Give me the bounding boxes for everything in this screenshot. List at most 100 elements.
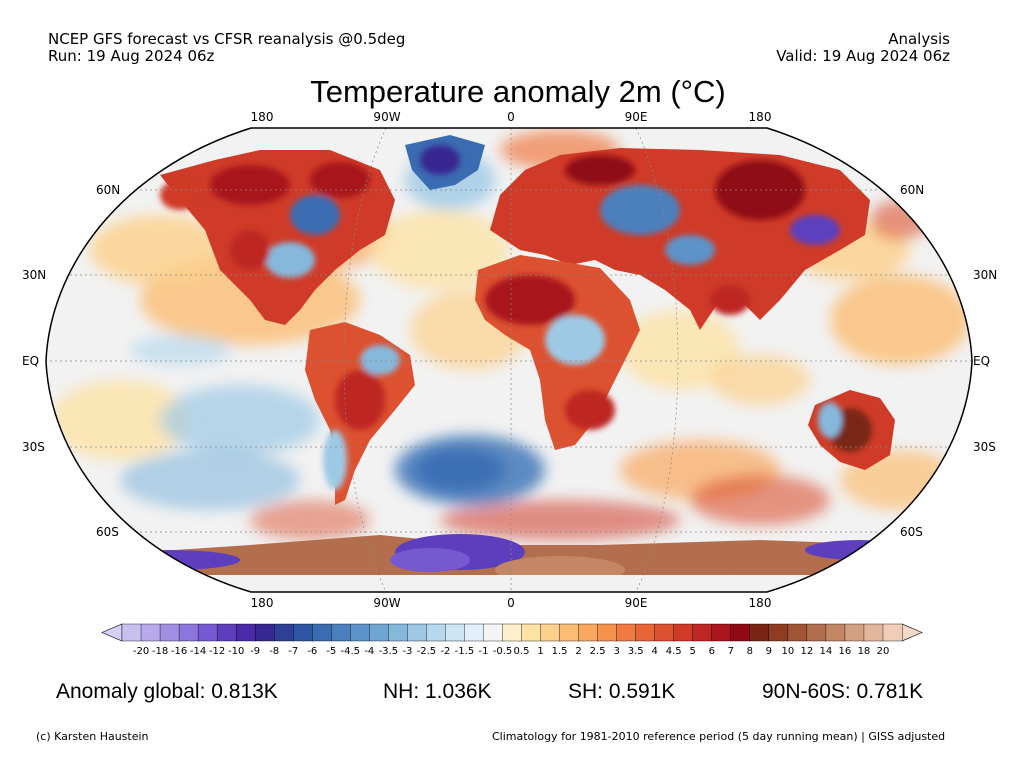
model-description: NCEP GFS forecast vs CFSR reanalysis @0.… [48,30,406,48]
colorbar-swatch [121,623,142,642]
colorbar-tick-label: 1.5 [551,646,568,657]
colorbar-tick-label: 18 [857,646,871,657]
colorbar-swatch [730,623,751,642]
lat-label-right: 60S [900,525,923,539]
colorbar-swatch [216,623,237,642]
colorbar-tick-label: 9 [765,646,773,657]
anomaly-global: Anomaly global: 0.813K [56,680,278,703]
anomaly-region: 90N-60S: 0.781K [762,680,924,703]
colorbar-tick-label: 16 [838,646,852,657]
lat-label-right: 30N [973,268,998,282]
colorbar-swatch [254,623,275,642]
lon-label-bottom: 180 [748,596,772,610]
colorbar-tick-label: -8 [269,646,280,657]
lon-label-bottom: 0 [507,596,515,610]
colorbar-swatch [274,623,294,642]
header-left: NCEP GFS forecast vs CFSR reanalysis @0.… [48,31,405,65]
lat-label-left: 60S [96,525,119,539]
lat-label-left: 60N [96,183,121,197]
colorbar-tick-label: -1 [478,646,489,657]
lat-label-right: EQ [973,354,991,368]
colorbar-tick-label: -14 [189,646,207,657]
colorbar-tick-label: -2 [440,646,451,657]
colorbar-tick-label: -18 [151,646,169,657]
colorbar-swatch [863,623,884,642]
lon-label-top: 90E [624,110,648,124]
lat-label-left: 30N [22,268,47,282]
valid-time: Valid: 19 Aug 2024 06z [776,47,950,65]
colorbar-tick-label: -3 [402,646,413,657]
run-time: Run: 19 Aug 2024 06z [48,47,215,65]
colorbar-tick-label: 2.5 [589,646,606,657]
colorbar-swatch [711,623,732,642]
colorbar-tick-label: -16 [170,646,188,657]
colorbar-swatch [768,623,789,642]
colorbar-swatch [464,623,484,642]
colorbar-swatch [825,623,846,642]
lon-label-top: 180 [250,110,274,124]
lon-label-top: 0 [507,110,515,124]
colorbar-swatch [654,623,675,642]
colorbar-tick-label: 3 [613,646,620,657]
colorbar-tick-label: 10 [781,646,795,657]
colorbar-swatch [787,623,808,642]
colorbar-tick-label: -4.5 [340,646,361,657]
colorbar-under-arrow [101,623,123,642]
colorbar-swatch [445,623,465,642]
colorbar-tick-label: 8 [746,646,753,657]
colorbar-tick-label: 6 [708,646,715,657]
colorbar-swatch [350,623,370,642]
colorbar-tick-label: 20 [876,646,890,657]
colorbar-tick-label: 7 [727,646,734,657]
colorbar-swatch [540,623,561,642]
colorbar-tick-label: 14 [819,646,833,657]
colorbar-swatch [159,623,180,642]
header-right: Analysis Valid: 19 Aug 2024 06z [776,31,950,65]
colorbar-swatch [559,623,580,642]
colorbar-swatch [692,623,713,642]
anomaly-nh: NH: 1.036K [383,680,492,703]
anomaly-field [46,128,972,592]
colorbar-tick-label: -20 [132,646,150,657]
colorbar-tick-label: 0.5 [513,646,530,657]
colorbar-swatch [635,623,656,642]
colorbar-tick-label: -12 [208,646,226,657]
colorbar-tick-label: -6 [307,646,318,657]
colorbar-swatch [597,623,618,642]
colorbar-tick-label: 12 [800,646,814,657]
colorbar-over-arrow [901,623,923,642]
analysis-label: Analysis [888,30,950,48]
lon-label-top: 90W [373,110,401,124]
globe-outline [45,127,973,593]
colorbar-swatch [426,623,446,642]
lon-label-bottom: 90W [373,596,401,610]
map-title: Temperature anomaly 2m (°C) [310,74,726,109]
colorbar-tick-label: 4 [651,646,658,657]
lat-label-right: 30S [973,440,996,454]
lon-label-bottom: 90E [624,596,648,610]
colorbar-swatch [844,623,865,642]
copyright: (c) Karsten Haustein [36,730,149,743]
colorbar-swatch [331,623,351,642]
colorbar-swatch [806,623,827,642]
colorbar-tick-label: -10 [227,646,245,657]
colorbar-swatch [502,623,523,642]
lat-label-right: 60N [900,183,925,197]
colorbar-tick-label: -0.5 [492,646,513,657]
climatology-note: Climatology for 1981-2010 reference peri… [492,730,946,743]
colorbar-swatch [312,623,332,642]
colorbar-swatch [388,623,408,642]
colorbar-tick-label: -9 [250,646,261,657]
colorbar-swatch [616,623,637,642]
colorbar-swatch [521,623,542,642]
colorbar-tick-label: -1.5 [454,646,475,657]
colorbar-tick-label: -3.5 [378,646,399,657]
colorbar-tick-label: -4 [364,646,375,657]
colorbar-swatch [882,623,903,642]
lat-label-left: 30S [22,440,45,454]
colorbar-swatch [369,623,389,642]
colorbar-swatch [197,623,218,642]
anomaly-sh: SH: 0.591K [568,680,676,703]
lon-label-top: 180 [748,110,772,124]
